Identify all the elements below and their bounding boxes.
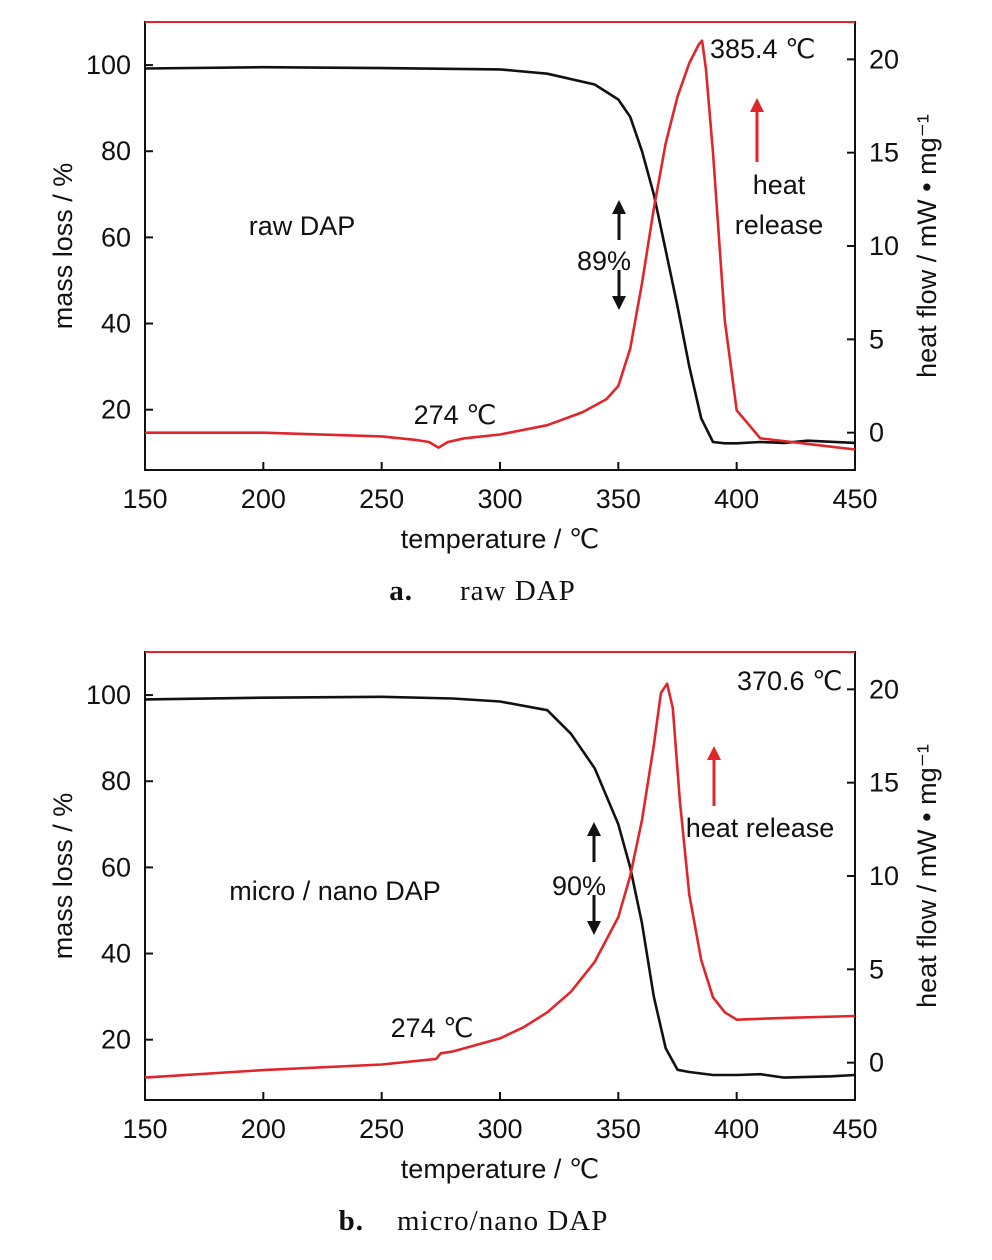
caption-letter: a. <box>389 575 413 607</box>
x-axis-label: temperature / ℃ <box>401 1154 599 1184</box>
dip-temperature-label: 274 ℃ <box>391 1013 474 1043</box>
y-left-tick-label: 40 <box>101 939 131 969</box>
y-left-tick-label: 80 <box>101 766 131 796</box>
peak-temperature-label: 385.4 ℃ <box>710 34 815 64</box>
dip-temperature-label: 274 ℃ <box>414 400 497 430</box>
caption-letter: b. <box>339 1205 364 1237</box>
y-left-tick-label: 100 <box>86 50 131 80</box>
y-left-axis-label: mass loss / % <box>48 793 78 960</box>
y-left-tick-label: 60 <box>101 852 131 882</box>
y-left-tick-label: 100 <box>86 680 131 710</box>
x-tick-label: 300 <box>477 484 522 514</box>
y-right-axis-label: heat flow / mW • mg⁻¹ <box>912 744 942 1008</box>
sample-label: raw DAP <box>249 211 356 241</box>
y-right-tick-label: 10 <box>869 231 899 261</box>
y-right-tick-label: 20 <box>869 674 899 704</box>
mass-arrow-down-head <box>612 296 626 310</box>
heat-release-arrow-head <box>707 746 721 760</box>
heat-release-arrow-head <box>750 98 764 112</box>
y-right-tick-label: 15 <box>869 138 899 168</box>
y-left-tick-label: 20 <box>101 1025 131 1055</box>
x-tick-label: 150 <box>122 1114 167 1144</box>
x-tick-label: 200 <box>241 484 286 514</box>
sample-label: micro / nano DAP <box>229 876 441 906</box>
x-tick-label: 250 <box>359 1114 404 1144</box>
x-tick-label: 400 <box>714 1114 759 1144</box>
mass-change-label: 89% <box>577 246 631 276</box>
x-tick-label: 450 <box>832 484 877 514</box>
heat-flow-line <box>144 682 856 1079</box>
y-right-tick-label: 0 <box>869 1048 884 1078</box>
plot-frame <box>144 21 856 471</box>
peak-temperature-label: 370.6 ℃ <box>737 666 842 696</box>
panel-b: 150 200 250 300 350 400 450 20 40 60 80 100 0 5 10 15 20… <box>48 651 942 1237</box>
y-left-tick-label: 20 <box>101 395 131 425</box>
mass-arrow-up-head <box>612 200 626 214</box>
y-right-axis-label: heat flow / mW • mg⁻¹ <box>912 114 942 378</box>
mass-arrow-up-head <box>587 822 601 836</box>
x-tick-label: 300 <box>477 1114 522 1144</box>
y-left-tick-label: 40 <box>101 309 131 339</box>
y-right-tick-label: 10 <box>869 861 899 891</box>
heat-release-label: release <box>735 210 824 240</box>
x-tick-label: 400 <box>714 484 759 514</box>
x-tick-label: 150 <box>122 484 167 514</box>
x-tick-label: 350 <box>596 484 641 514</box>
x-tick-label: 450 <box>832 1114 877 1144</box>
y-left-axis-label: mass loss / % <box>48 163 78 330</box>
y-right-tick-label: 5 <box>869 954 884 984</box>
panel-a: 150 200 250 300 350 400 450 20 40 60 80 100 0 5 10 15 20… <box>48 21 942 607</box>
caption-text: raw DAP <box>460 575 576 607</box>
heat-release-label: heat release <box>686 813 835 843</box>
y-right-tick-label: 15 <box>869 768 899 798</box>
y-left-tick-label: 60 <box>101 222 131 252</box>
x-axis-label: temperature / ℃ <box>401 524 599 554</box>
caption-text: micro/nano DAP <box>397 1205 608 1237</box>
x-tick-label: 200 <box>241 1114 286 1144</box>
heat-flow-line <box>145 39 856 451</box>
mass-loss-line <box>144 695 856 1079</box>
x-tick-label: 350 <box>596 1114 641 1144</box>
mass-loss-line <box>144 65 856 445</box>
mass-change-label: 90% <box>552 871 606 901</box>
heat-release-label: heat <box>753 170 806 200</box>
mass-arrow-down-head <box>587 921 601 935</box>
x-tick-label: 250 <box>359 484 404 514</box>
y-left-tick-label: 80 <box>101 136 131 166</box>
y-right-tick-label: 5 <box>869 324 884 354</box>
y-right-tick-label: 20 <box>869 44 899 74</box>
y-right-tick-label: 0 <box>869 418 884 448</box>
